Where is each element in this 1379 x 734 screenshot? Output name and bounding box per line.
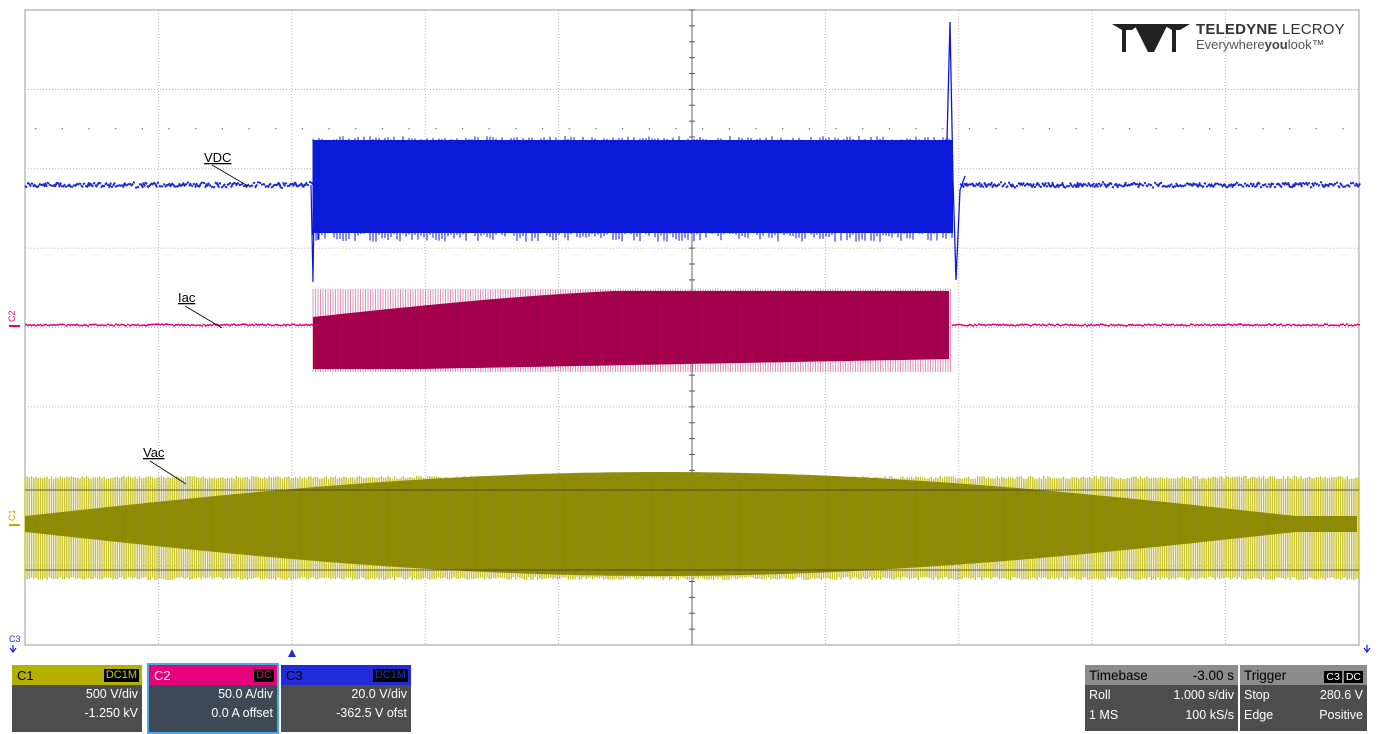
channel-3-coupling: DC1M [372,668,408,682]
channel-3-offset: -362.5 V ofst [336,706,407,720]
trigger-label: Trigger [1244,667,1287,683]
trigger-descriptor[interactable]: Trigger C3 DC Stop 280.6 V Edge Positive [1240,665,1367,731]
label-vac-pointer [149,460,187,485]
trigger-coupling: DC [1343,670,1363,683]
trace-c3-vdc [24,21,1361,283]
teledyne-lecroy-logo: TELEDYNE LECROY Everywhereyoulook™ [1110,22,1360,72]
timebase-delay: -3.00 s [1192,667,1234,683]
timebase-descriptor[interactable]: Timebase -3.00 s Roll 1.000 s/div 1 MS 100 … [1085,665,1238,731]
channel-1-offset: -1.250 kV [84,706,138,720]
label-vdc: VDC [204,150,231,165]
trigger-level: 280.6 V [1319,688,1363,702]
trigger-source: C3 [1324,670,1342,683]
trace-c1-vac [24,472,1359,580]
timebase-mode: Roll [1089,688,1111,702]
trigger-type: Edge [1244,708,1274,722]
channel-2-descriptor[interactable]: C2 DC 50.0 A/div 0.0 A offset [147,663,279,734]
svg-text:C2: C2 [7,310,17,322]
channel-1-name: C1 [17,667,34,683]
label-vac: Vac [143,445,165,460]
right-arrow-icon [1363,645,1371,654]
c2-marker[interactable]: C2 [7,310,20,327]
trigger-slope: Positive [1319,708,1363,722]
channel-1-descriptor[interactable]: C1 DC1M 500 V/div -1.250 kV [12,665,142,732]
channel-1-coupling: DC1M [103,668,139,682]
channel-2-coupling: DC [254,668,274,682]
channel-3-name: C3 [286,667,303,683]
channel-2-offset: 0.0 A offset [211,706,273,720]
channel-3-vdiv: 20.0 V/div [351,687,407,701]
trigger-position-marker[interactable] [288,649,296,657]
svg-text:C1: C1 [7,509,17,521]
label-iac: Iac [178,290,196,305]
timebase-points: 1 MS [1089,708,1119,722]
svg-text:C3: C3 [9,634,21,644]
timebase-tdiv: 1.000 s/div [1173,688,1234,702]
c1-marker[interactable]: C1 [7,509,20,526]
channel-2-name: C2 [154,667,171,683]
teledyne-logo-icon [1112,24,1190,52]
label-iac-pointer [184,305,223,329]
trace-c2-iac [24,289,1361,372]
trigger-state: Stop [1244,688,1270,702]
label-vdc-pointer [211,164,249,187]
channel-3-descriptor[interactable]: C3 DC1M 20.0 V/div -362.5 V ofst [281,665,411,732]
channel-2-vdiv: 50.0 A/div [218,687,273,701]
c3-marker[interactable]: C3 [9,634,21,654]
channel-1-vdiv: 500 V/div [85,687,138,701]
timebase-label: Timebase [1089,667,1148,683]
timebase-rate: 100 kS/s [1185,708,1234,722]
